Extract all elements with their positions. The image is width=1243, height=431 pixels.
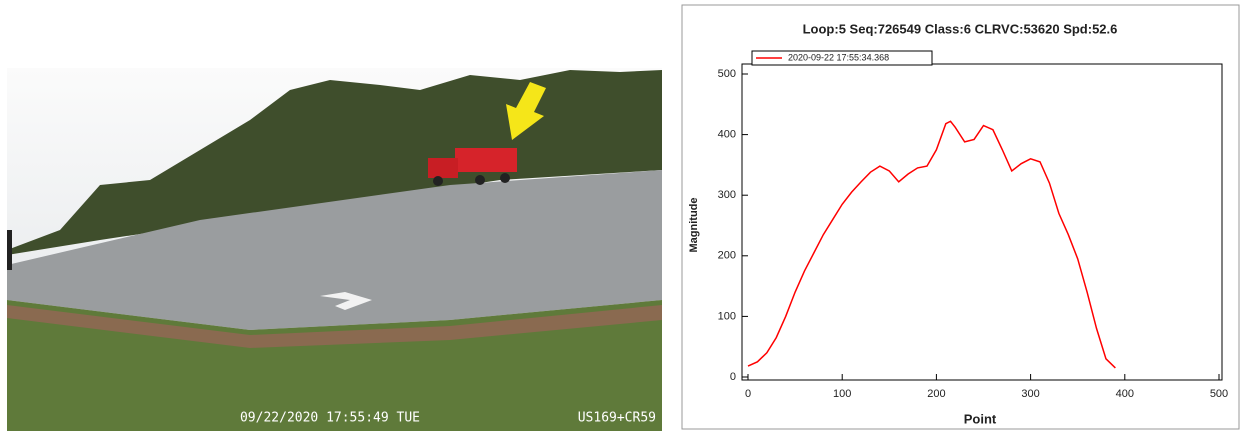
x-tick-label: 400 xyxy=(1116,388,1134,400)
y-tick-label: 300 xyxy=(718,189,736,201)
camera-photo: 09/22/2020 17:55:49 TUE US169+CR59 xyxy=(7,68,662,431)
y-tick-label: 0 xyxy=(730,371,736,383)
chart-panel xyxy=(682,5,1239,429)
pole xyxy=(7,230,12,270)
timestamp: 09/22/2020 17:55:49 TUE xyxy=(240,411,420,426)
legend-label: 2020-09-22 17:55:34.368 xyxy=(788,52,889,62)
x-tick-label: 100 xyxy=(833,388,851,400)
x-axis-label: Point xyxy=(964,411,997,426)
x-tick-label: 300 xyxy=(1021,388,1039,400)
x-tick-label: 200 xyxy=(927,388,945,400)
x-tick-label: 0 xyxy=(745,388,751,400)
location: US169+CR59 xyxy=(578,411,656,426)
y-tick-label: 400 xyxy=(718,129,736,141)
y-tick-label: 500 xyxy=(718,68,736,80)
y-tick-label: 200 xyxy=(718,250,736,262)
chart: Loop:5 Seq:726549 Class:6 CLRVC:53620 Sp… xyxy=(682,5,1239,429)
page: 09/22/2020 17:55:49 TUE US169+CR59 Loop:… xyxy=(0,0,1243,431)
y-axis-label: Magnitude xyxy=(688,198,700,253)
x-tick-label: 500 xyxy=(1210,388,1228,400)
y-tick-label: 100 xyxy=(718,310,736,322)
chart-title: Loop:5 Seq:726549 Class:6 CLRVC:53620 Sp… xyxy=(803,21,1118,36)
scene: 09/22/2020 17:55:49 TUE US169+CR59 Loop:… xyxy=(0,0,1243,431)
